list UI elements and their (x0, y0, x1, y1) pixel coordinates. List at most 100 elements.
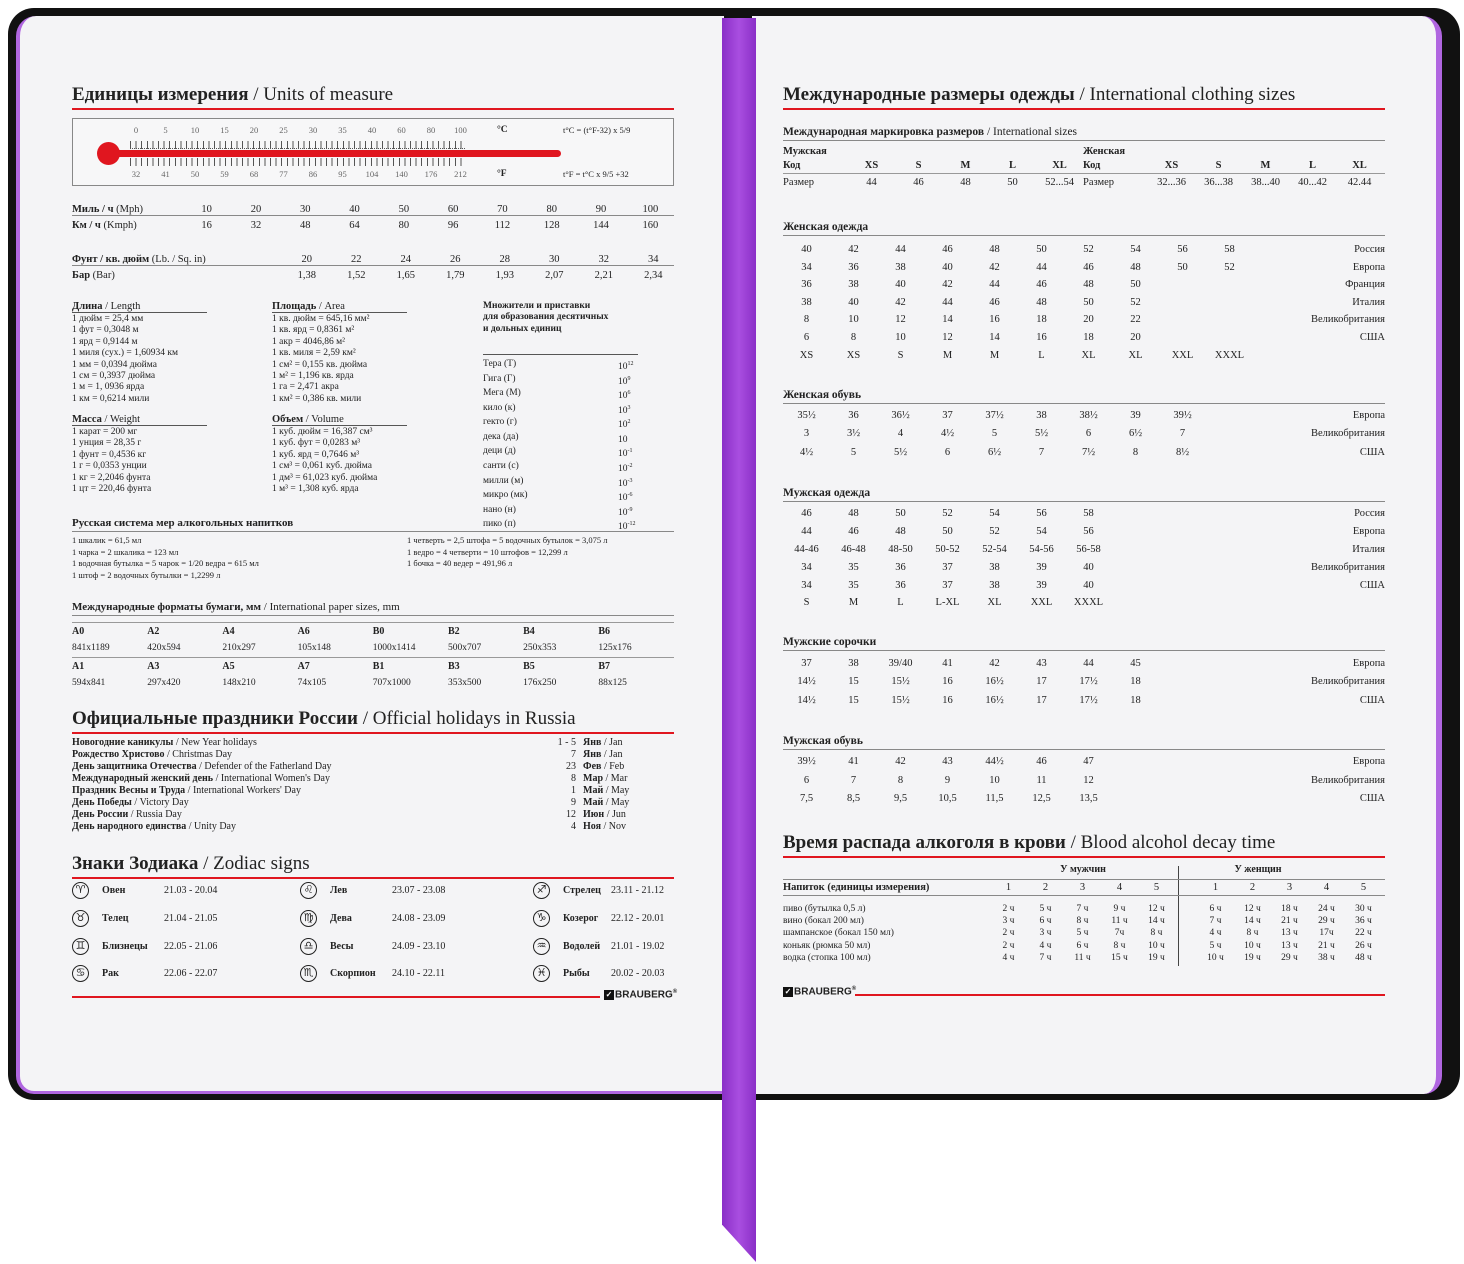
size-cell: 7 (1038, 447, 1045, 458)
drink-name: коньяк (рюмка 50 мл) (783, 940, 871, 951)
zodiac-dates: 24.08 - 23.09 (392, 912, 446, 924)
intl-sizes-en: / International sizes (986, 126, 1078, 138)
pressure-value: 34 (648, 254, 659, 265)
length-item: 1 фут = 0,3048 м (72, 325, 139, 336)
size-row: 39½ 41 42 43 44½ 46 47 Европа (783, 756, 1385, 767)
intl-sizes-title: Международная маркировка размеров / Inte… (783, 126, 1385, 141)
drink-name: водка (стопка 100 мл) (783, 952, 871, 963)
size-cell: 43 (942, 756, 953, 767)
prefix-exp: -2 (627, 462, 633, 469)
size-cell: 16 (942, 676, 953, 687)
prefix-item: микро (мк) 10-6 (483, 490, 638, 505)
decay-header-row: Напиток (единицы измерения) 1 2 3 4 5 1 2 3 4 5 (783, 879, 1385, 896)
size-cell: 8 (1132, 447, 1139, 458)
holiday-row: Международный женский день / Internation… (72, 773, 674, 784)
zodiac-name: Стрелец (563, 885, 601, 896)
size-cell: 7½ (1081, 447, 1096, 458)
speed-label-en: (Mph) (116, 204, 143, 215)
size-cell: M (848, 597, 859, 608)
volume-item: 1 дм³ = 61,023 куб. дюйма (272, 472, 378, 483)
drink-name: вино (бокал 200 мл) (783, 916, 864, 927)
celsius-tick-label: 80 (426, 125, 436, 135)
speed-value: 100 (642, 204, 659, 215)
size-row: 35½ 36 36½ 37 37½ 38 38½ 39 39½ Европа (783, 410, 1385, 421)
decay-col-women: 1 (1212, 882, 1219, 893)
size-cell: 43 (1036, 658, 1047, 669)
leo-icon: ♌ (300, 882, 317, 899)
size-cell: 36 (848, 262, 859, 273)
bookmark-ribbon[interactable] (722, 18, 756, 1262)
holiday-name-en: / Victory Day (134, 797, 189, 808)
paper-cell: A4 (222, 625, 235, 637)
drink-name: шампанское (бокал 150 мл) (783, 928, 894, 939)
holiday-month-en: / May (605, 785, 630, 796)
size-cell: 44 (989, 279, 1000, 290)
paper-cell: 420x594 (147, 643, 181, 654)
holiday-day: 12 (566, 809, 576, 820)
decay-women-value: 48 ч (1355, 952, 1372, 963)
size-row: 37 38 39/40 41 42 43 44 45 Европа (783, 658, 1385, 669)
weight-title-ru: Масса (72, 414, 102, 425)
prefix-item: деци (д) 10-1 (483, 446, 638, 461)
code-label: Код (1083, 159, 1101, 171)
check-icon: ✓ (783, 987, 793, 998)
alcohol-measure-item: 1 шкалик = 61,5 мл (72, 535, 142, 545)
paper-cell: B6 (598, 625, 610, 637)
size-cell: 40 (942, 262, 953, 273)
zodiac-item: ♎ Весы 24.09 - 23.10 (300, 937, 445, 955)
size-cell: S (803, 597, 810, 608)
capricorn-icon: ♑ (533, 909, 550, 927)
pressure-value: 26 (450, 254, 461, 265)
size-cell: 38 (801, 297, 812, 308)
holiday-month-ru: Ноя (583, 821, 601, 832)
celsius-unit: °C (497, 125, 508, 135)
zodiac-name: Водолей (563, 940, 601, 952)
size-cell: 46 (1083, 262, 1094, 273)
holiday-name-en: / International Workers' Day (187, 785, 301, 796)
prefix-item: гекто (г) 102 (483, 417, 638, 432)
holiday-month: Мар / Mar (583, 773, 627, 784)
holiday-name-en: / International Women's Day (215, 773, 330, 784)
paper-cell: B3 (447, 660, 460, 672)
prefix-name: деци (д) (483, 446, 516, 457)
weight-item: 1 цт = 220,46 фунта (72, 484, 152, 495)
speed-value: 16 (201, 220, 212, 231)
aquarius-icon: ♒ (533, 937, 550, 955)
holiday-row: День России / Russia Day 12 Июн / Jun (72, 809, 674, 820)
weight-item: 1 фунт = 0,4536 кг (72, 449, 147, 460)
prefix-base: 10 (618, 478, 628, 489)
prefix-name: Гига (Г) (483, 373, 516, 384)
pressure-value: 24 (400, 254, 412, 265)
speed-label: Км / ч (Kmph) (72, 220, 182, 231)
pressure-label-en: (Bar) (92, 270, 115, 281)
country-label: Великобритания (1311, 428, 1385, 439)
fahrenheit-scale (130, 158, 465, 166)
size-cell: XXXL (1214, 350, 1245, 361)
size-cell: 37 (942, 580, 953, 591)
zodiac-item: ♍ Дева 24.08 - 23.09 (300, 909, 445, 927)
size-row: 40 42 44 46 48 50 52 54 56 58 Россия (783, 244, 1385, 255)
size-cell: 52-54 (982, 544, 1007, 555)
zodiac-item: ♊ Близнецы 22.05 - 21.06 (72, 937, 217, 955)
pressure-value: 20 (301, 254, 313, 265)
holiday-month-en: / Jun (606, 809, 626, 820)
pressure-value: 1,79 (446, 270, 465, 281)
decay-men-value: 7 ч (1076, 904, 1089, 914)
length-item: 1 дюйм = 25,4 мм (72, 314, 144, 324)
speed-row: Км / ч (Kmph) 16 32 48 64 80 96 112 128 144 160 (72, 220, 674, 231)
size-cell: 5 (850, 447, 857, 458)
zodiac-item: ♌ Лев 23.07 - 23.08 (300, 882, 445, 899)
prefix-exp: -6 (627, 492, 633, 499)
size-row: 14½ 15 15½ 16 16½ 17 17½ 18 Великобритания (783, 676, 1385, 687)
alcohol-measures: Русская система мер алкогольных напитков… (72, 517, 674, 580)
holiday-month: Фев / Feb (583, 761, 624, 772)
decay-men-value: 6 ч (1076, 940, 1089, 951)
fahrenheit-tick-label: 59 (220, 169, 229, 179)
paper-cell: 841x1189 (72, 643, 110, 654)
size-cell: 52 (1083, 244, 1094, 255)
decay-men-value: 14 ч (1148, 916, 1165, 927)
paper-cell: 353x500 (447, 678, 482, 689)
size-row: 8 10 12 14 16 18 20 22 Великобритания (783, 314, 1385, 325)
size-code: S (1215, 159, 1222, 171)
zodiac-item: ♏ Скорпион 24.10 - 22.11 (300, 965, 445, 983)
